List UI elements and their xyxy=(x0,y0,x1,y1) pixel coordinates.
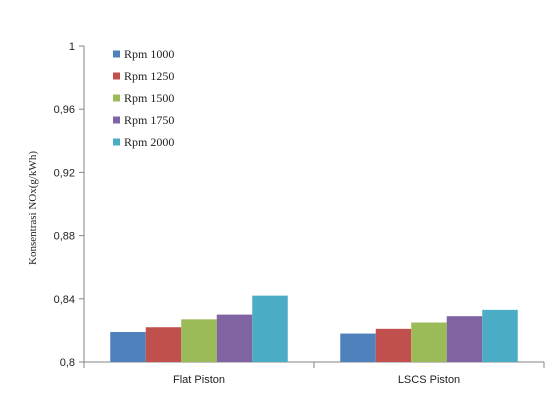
legend-swatch xyxy=(113,94,120,102)
legend-label: Rpm 2000 xyxy=(124,135,174,149)
bars xyxy=(110,295,518,362)
legend-label: Rpm 1250 xyxy=(124,69,174,83)
legend-label: Rpm 1500 xyxy=(124,91,174,105)
bar-rpm-1750-flat-piston xyxy=(216,314,253,362)
y-tick-label: 1 xyxy=(69,41,75,53)
bar-rpm-1000-lscs-piston xyxy=(340,333,376,362)
y-tick-label: 0,96 xyxy=(54,104,75,116)
legend-label: Rpm 1000 xyxy=(124,47,174,61)
legend-label: Rpm 1750 xyxy=(124,113,174,127)
y-tick-label: 0,8 xyxy=(60,357,75,369)
bar-rpm-1250-lscs-piston xyxy=(375,328,412,362)
bar-rpm-2000-lscs-piston xyxy=(482,309,518,362)
legend-swatch xyxy=(113,138,120,146)
legend: Rpm 1000 Rpm 1250 Rpm 1500 Rpm 1750 Rpm 2000 xyxy=(113,47,174,149)
x-category-label: Flat Piston xyxy=(173,374,225,386)
bar-rpm-1250-flat-piston xyxy=(145,327,182,362)
y-axis-title: Konsentrasi NOx(g/kWh) xyxy=(27,151,39,265)
legend-swatch xyxy=(113,72,120,80)
bar-rpm-1750-lscs-piston xyxy=(446,316,483,362)
bar-rpm-2000-flat-piston xyxy=(252,295,288,362)
legend-swatch xyxy=(113,50,120,58)
y-tick-label: 0,84 xyxy=(54,294,75,306)
bar-rpm-1500-flat-piston xyxy=(181,319,217,362)
y-tick-label: 0,92 xyxy=(54,167,75,179)
category-labels: Flat Piston LSCS Piston xyxy=(173,374,460,386)
bar-rpm-1000-flat-piston xyxy=(110,331,146,362)
y-axis-title-group: Konsentrasi NOx(g/kWh) xyxy=(27,151,39,265)
legend-swatch xyxy=(113,116,120,124)
y-tick-label: 0,88 xyxy=(54,231,75,243)
y-ticks: 0,8 0,84 0,88 0,92 0,96 1 xyxy=(54,41,84,369)
bar-rpm-1500-lscs-piston xyxy=(411,322,447,362)
x-category-label: LSCS Piston xyxy=(398,374,460,386)
